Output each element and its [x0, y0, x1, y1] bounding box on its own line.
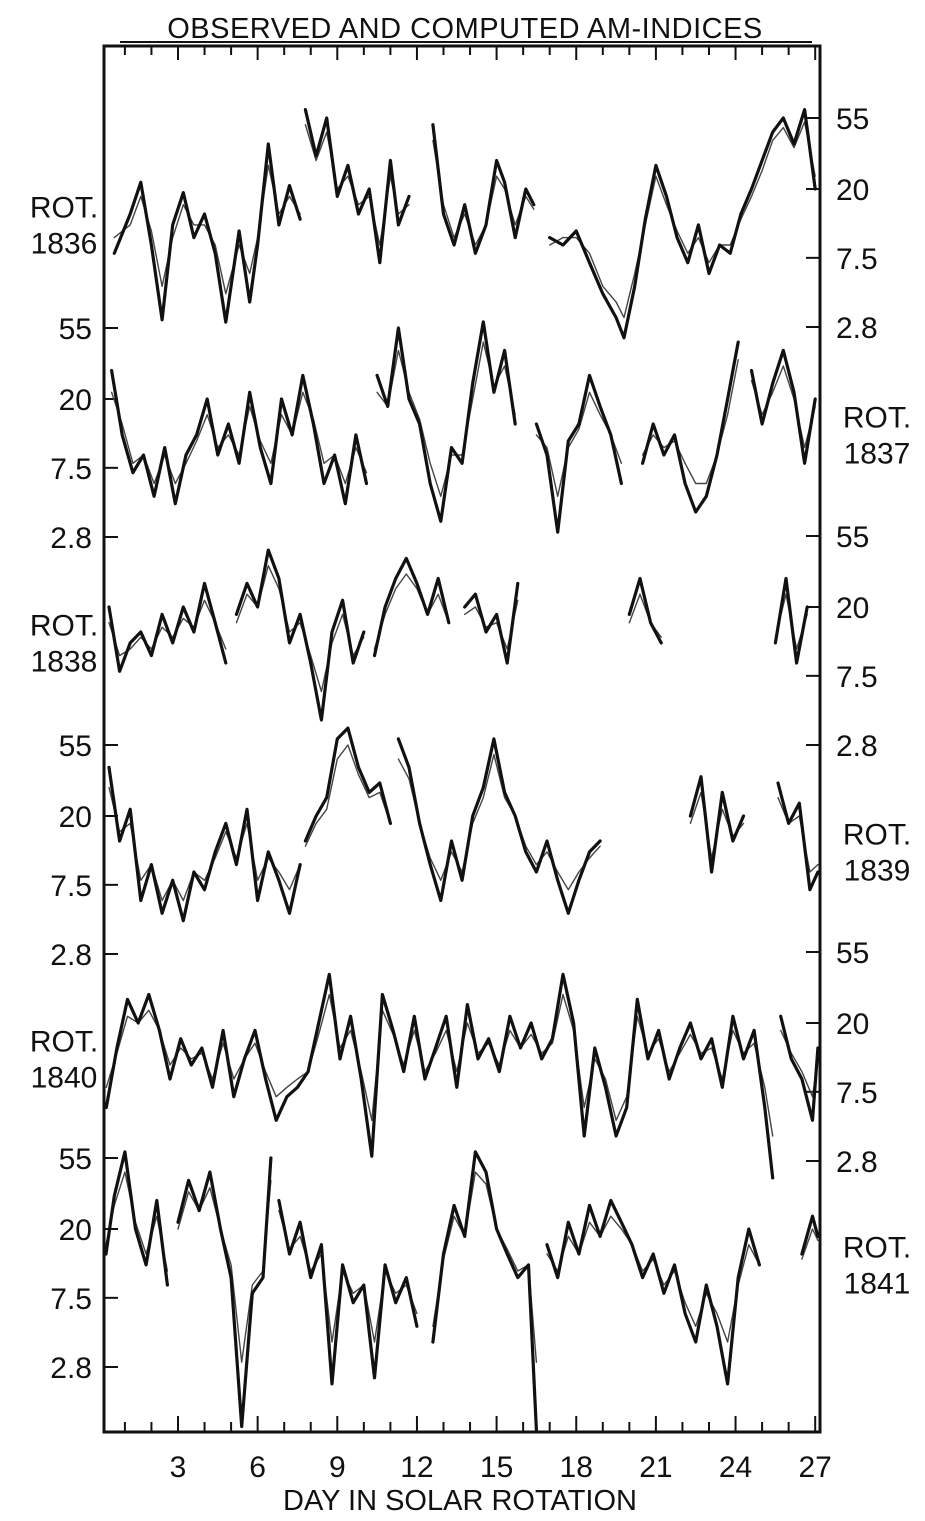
computed-series-line: [177, 1179, 272, 1363]
y-tick-label: 55: [836, 103, 869, 136]
observed-series-line: [303, 107, 411, 265]
y-tick-label: 55: [836, 521, 869, 554]
rotation-number: 1838: [31, 645, 98, 678]
y-tick-label: 2.8: [836, 1146, 878, 1179]
y-tick-label: 55: [836, 937, 869, 970]
y-tick-label: 20: [836, 592, 869, 625]
observed-series-line: [396, 737, 602, 915]
x-tick-label: 24: [719, 1451, 752, 1484]
observed-series-line: [431, 1150, 539, 1432]
y-tick-label: 2.8: [50, 939, 92, 972]
observed-series-line: [640, 340, 740, 514]
x-tick-label: 3: [170, 1451, 187, 1484]
computed-series-line: [750, 365, 816, 449]
x-tick-label: 27: [799, 1451, 832, 1484]
observed-series-line: [463, 581, 520, 665]
y-tick-label: 2.8: [836, 312, 878, 345]
y-tick-label: 7.5: [836, 661, 878, 694]
observed-series-line: [303, 726, 392, 843]
y-tick-label: 7.5: [836, 1077, 878, 1110]
x-tick-label: 15: [480, 1451, 513, 1484]
computed-series-line: [801, 1228, 819, 1260]
computed-series-line: [278, 1209, 418, 1343]
x-tick-label: 9: [329, 1451, 346, 1484]
y-tick-label: 20: [836, 1008, 869, 1041]
computed-series-line: [432, 1171, 538, 1363]
observed-series-line: [431, 123, 536, 255]
observed-series-line: [773, 576, 809, 665]
computed-series-line: [373, 573, 450, 650]
observed-series-line: [104, 1150, 169, 1287]
y-tick-label: 7.5: [50, 870, 92, 903]
computed-series-line: [235, 565, 365, 693]
computed-series-line: [549, 121, 816, 319]
computed-series-line: [397, 753, 601, 891]
y-tick-label: 55: [59, 730, 92, 763]
rotation-number: 1840: [31, 1061, 98, 1094]
rotation-label: ROT.: [30, 609, 98, 642]
y-tick-label: 20: [59, 1214, 92, 1247]
observed-series-line: [776, 781, 820, 892]
y-tick-label: 7.5: [50, 453, 92, 486]
rotation-number: 1841: [844, 1267, 911, 1300]
observed-series-line: [545, 1198, 762, 1386]
computed-series-line: [546, 1215, 761, 1343]
y-tick-label: 20: [59, 801, 92, 834]
observed-series-line: [112, 142, 302, 324]
x-axis-label: DAY IN SOLAR ROTATION: [283, 1485, 637, 1517]
observed-series-line: [107, 581, 228, 673]
rotation-label: ROT.: [843, 401, 911, 434]
rotation-label: ROT.: [843, 818, 911, 851]
y-tick-label: 20: [836, 174, 869, 207]
observed-series-line: [548, 107, 817, 340]
observed-series-line: [107, 765, 302, 923]
y-tick-label: 7.5: [836, 243, 878, 276]
x-tick-label: 21: [639, 1451, 672, 1484]
observed-series-line: [109, 368, 369, 506]
observed-series-line: [688, 775, 746, 874]
axes-layer: 3 6 9 12 15 18 21 24 272.87.52055ROT.18362.87.52…: [30, 46, 911, 1484]
y-tick-label: 55: [59, 313, 92, 346]
observed-series-line: [277, 1198, 419, 1386]
y-tick-label: 2.8: [836, 730, 878, 763]
observed-series-line: [104, 972, 775, 1180]
x-tick-label: 12: [400, 1451, 433, 1484]
y-tick-label: 20: [59, 384, 92, 417]
rotation-label: ROT.: [30, 191, 98, 224]
observed-series-line: [372, 556, 451, 658]
rotation-label: ROT.: [30, 1025, 98, 1058]
rotation-label: ROT.: [843, 1231, 911, 1264]
y-tick-label: 2.8: [50, 522, 92, 555]
x-tick-label: 6: [249, 1451, 266, 1484]
y-tick-label: 55: [59, 1143, 92, 1176]
x-tick-label: 18: [560, 1451, 593, 1484]
plot-frame: [102, 44, 822, 1434]
observed-series-line: [749, 348, 817, 465]
observed-series-line: [534, 373, 624, 534]
series-layer: [104, 107, 820, 1432]
observed-series-line: [779, 1014, 820, 1122]
rotation-number: 1839: [844, 854, 911, 887]
observed-series-line: [234, 548, 366, 722]
observed-series-line: [800, 1214, 820, 1256]
computed-series-line: [304, 744, 392, 847]
rotation-number: 1836: [31, 227, 98, 260]
rotation-number: 1837: [844, 437, 911, 470]
observed-series-line: [627, 576, 663, 645]
chart-title: OBSERVED AND COMPUTED AM-INDICES: [167, 13, 763, 45]
y-tick-label: 7.5: [50, 1283, 92, 1316]
observed-series-line: [375, 320, 517, 523]
observed-series-line: [176, 1156, 273, 1429]
computed-series-line: [376, 341, 516, 497]
y-tick-label: 2.8: [50, 1352, 92, 1385]
